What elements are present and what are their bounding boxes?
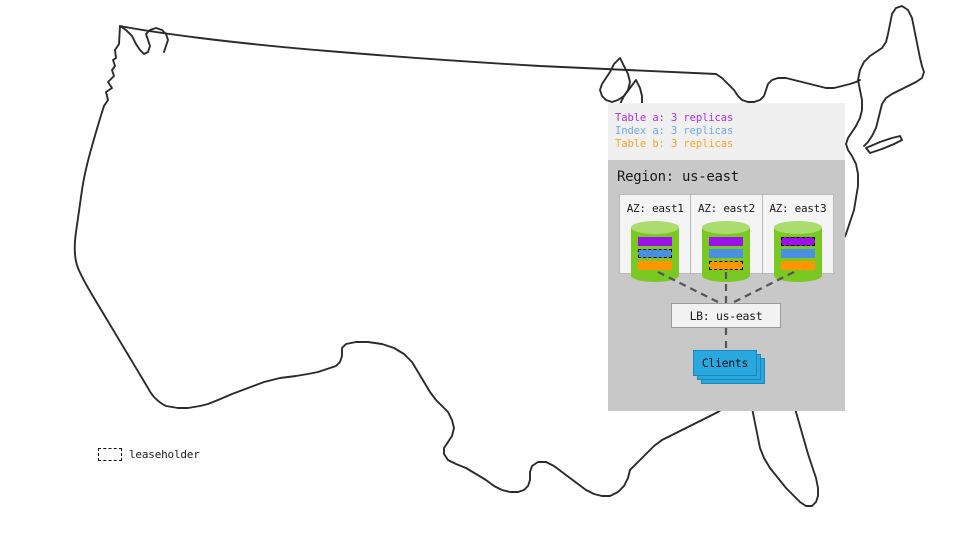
- replica-bar-table-b: [780, 261, 815, 270]
- replica-bar-table-a: [638, 237, 673, 246]
- az-label-east3: AZ: east3: [769, 202, 827, 215]
- clients-stack[interactable]: Clients: [693, 350, 765, 384]
- db-node-east2[interactable]: [702, 221, 751, 283]
- replica-legend-line-table-a: Table a: 3 replicas: [615, 112, 734, 124]
- replica-bar-index-a: [709, 249, 744, 258]
- replica-bar-table-a: [780, 237, 815, 246]
- db-node-east3[interactable]: [773, 221, 822, 283]
- architecture-diagram-panel: Table a: 3 replicas Index a: 3 replicas …: [608, 103, 845, 411]
- replica-bar-table-b: [709, 261, 744, 270]
- az-cell-east1[interactable]: AZ: east1: [619, 194, 692, 282]
- leaseholder-legend: leaseholder: [98, 448, 200, 461]
- replica-legend: Table a: 3 replicas Index a: 3 replicas …: [608, 103, 845, 160]
- replica-bar-table-a: [709, 237, 744, 246]
- leaseholder-legend-label: leaseholder: [129, 448, 200, 461]
- replica-legend-line-table-b: Table b: 3 replicas: [615, 138, 734, 151]
- region-container: Region: us-east AZ: east1: [608, 160, 845, 411]
- az-label-east1: AZ: east1: [626, 202, 684, 215]
- az-label-east2: AZ: east2: [698, 202, 755, 215]
- az-cell-east2[interactable]: AZ: east2: [691, 194, 763, 282]
- region-title: Region: us-east: [617, 169, 739, 185]
- leaseholder-swatch-icon: [98, 448, 122, 461]
- load-balancer-box[interactable]: LB: us-east: [671, 303, 781, 328]
- replica-bar-table-b: [638, 261, 673, 270]
- replica-bar-index-a: [780, 249, 815, 258]
- az-cell-east3[interactable]: AZ: east3: [762, 194, 834, 282]
- client-card-front[interactable]: Clients: [693, 350, 757, 376]
- replica-bar-index-a: [638, 249, 673, 258]
- db-node-east1[interactable]: [631, 221, 680, 283]
- availability-zone-container: AZ: east1: [619, 194, 834, 282]
- replica-legend-line-index-a: Index a: 3 replicas: [615, 125, 734, 138]
